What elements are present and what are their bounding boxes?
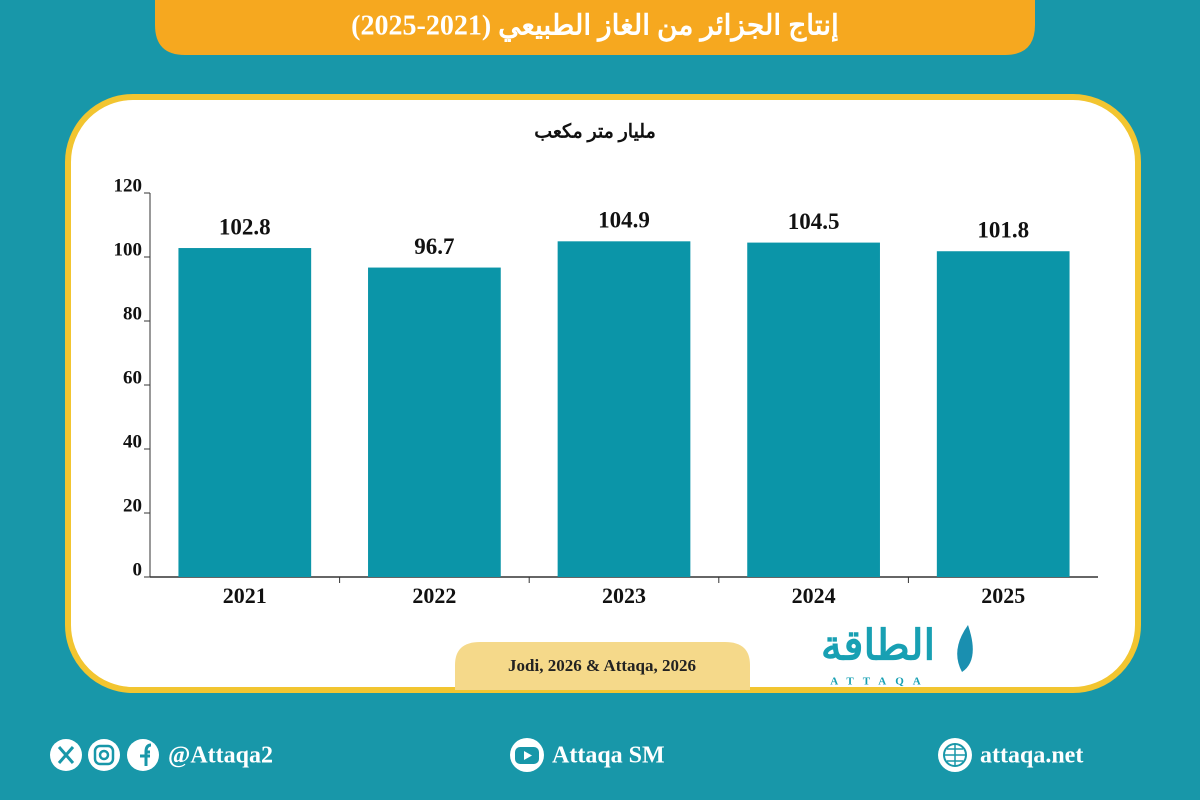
source: Jodi, 2026 & Attaqa, 2026 <box>508 656 696 675</box>
bar <box>557 241 691 577</box>
x-tick-label: 2022 <box>412 583 456 608</box>
x-tick-label: 2025 <box>981 583 1025 608</box>
youtube-handle: Attaqa SM <box>552 743 665 769</box>
value-label: 102.8 <box>219 214 271 239</box>
logo-latin: ATTAQA <box>830 676 929 688</box>
y-tick-label: 60 <box>123 367 142 388</box>
instagram-glyph <box>93 744 115 766</box>
logo: الطاقة ATTAQA <box>821 624 973 688</box>
value-label: 104.5 <box>788 209 840 234</box>
value-label: 104.9 <box>598 208 650 233</box>
y-tick-label: 100 <box>114 239 143 260</box>
x-tick-label: 2023 <box>602 583 646 608</box>
bar <box>178 248 312 578</box>
youtube-play <box>524 751 532 760</box>
footer: @Attaqa2 Attaqa SM attaqa.net <box>50 738 1083 772</box>
value-label: 101.8 <box>977 218 1029 243</box>
logo-name: الطاقة <box>821 624 935 670</box>
website: attaqa.net <box>980 743 1083 769</box>
source-box <box>455 642 750 690</box>
globe-lines <box>944 744 966 766</box>
logo-drop <box>957 625 973 672</box>
y-tick-label: 120 <box>114 175 143 196</box>
instagram-lens <box>98 749 110 761</box>
bar <box>368 267 501 577</box>
title-box <box>155 0 1035 55</box>
y-tick-label: 20 <box>123 495 142 516</box>
y-tick-label: 80 <box>123 303 142 324</box>
chart-title: إنتاج الجزائر من الغاز الطبيعي (2021-202… <box>351 10 839 42</box>
bar <box>936 251 1070 578</box>
value-label: 96.7 <box>414 234 454 259</box>
facebook-glyph <box>140 743 152 766</box>
y-tick-label: 0 <box>133 559 143 580</box>
y-tick-label: 40 <box>123 431 142 452</box>
x-tick-label: 2024 <box>792 583 836 608</box>
x-glyph <box>57 746 75 764</box>
y-axis-title: مليار متر مكعب <box>534 121 656 142</box>
social-handle: @Attaqa2 <box>168 743 273 769</box>
x-tick-label: 2021 <box>223 583 267 608</box>
instagram-icon <box>88 739 120 771</box>
bar <box>747 242 880 577</box>
